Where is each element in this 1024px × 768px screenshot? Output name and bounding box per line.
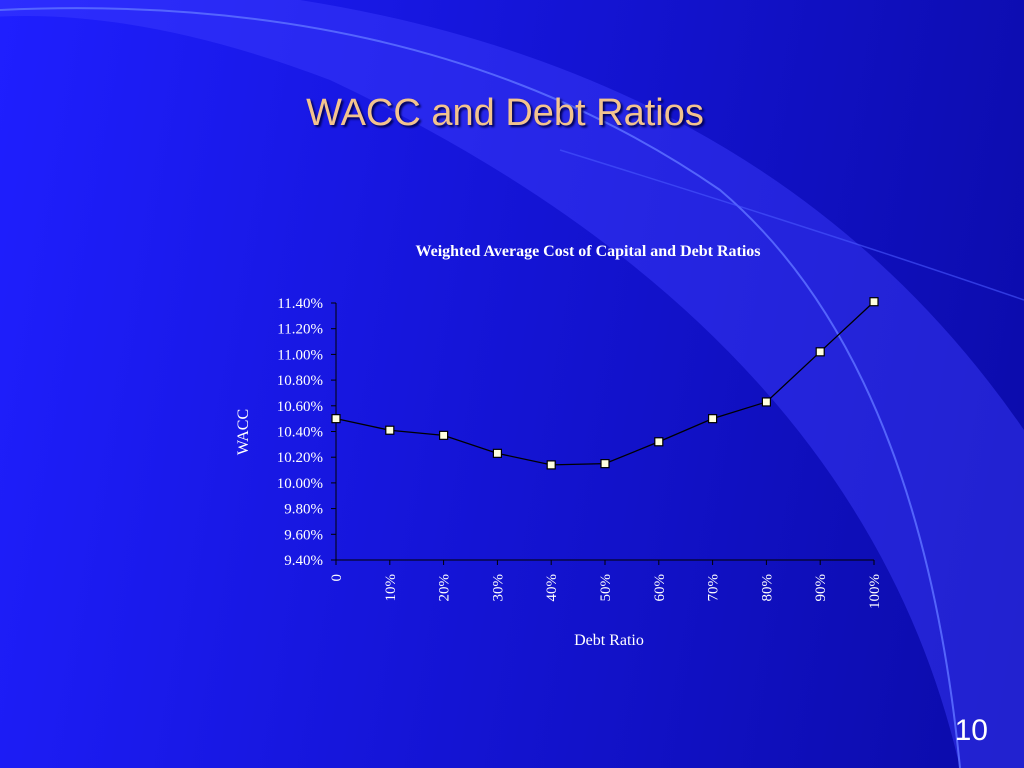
data-point-marker [869, 297, 879, 307]
background-arc-secondary [559, 149, 1024, 301]
y-tick-label: 10.80% [277, 373, 323, 389]
x-tick-label: 30% [490, 574, 506, 602]
background-arc [0, 7, 961, 768]
y-tick-label: 9.40% [284, 553, 323, 569]
y-tick-group: 9.40% 9.60% 9.80% 10.00% 10.20% 10.40% 10.60% 1… [277, 296, 336, 569]
y-tick-label: 11.40% [277, 296, 323, 312]
x-tick-label: 50% [598, 574, 614, 602]
x-tick-group: 0 10% 20% 30% 40% 50% 60% 70% 80% 90% 100% [329, 560, 883, 609]
data-point-marker [331, 414, 341, 424]
y-tick-label: 10.20% [277, 450, 323, 466]
chart-title: Weighted Average Cost of Capital and Deb… [415, 243, 761, 260]
page-number: 10 [954, 714, 988, 747]
x-tick-label: 20% [437, 574, 453, 602]
y-tick-label: 11.00% [277, 347, 323, 363]
x-tick-label: 40% [544, 574, 560, 602]
x-axis-label: Debt Ratio [574, 632, 644, 649]
x-tick-label: 10% [383, 574, 399, 602]
x-tick-label: 90% [813, 574, 829, 602]
x-tick-label: 100% [867, 574, 883, 609]
x-tick-label: 60% [652, 574, 668, 602]
data-point-marker [492, 448, 502, 458]
series-line [335, 301, 875, 466]
y-tick-label: 9.60% [284, 527, 323, 543]
data-point-marker [761, 397, 772, 407]
y-tick-label: 10.60% [277, 399, 323, 415]
data-point-marker [654, 437, 664, 447]
slide-title: WACC and Debt Ratios [306, 92, 704, 134]
y-tick-label: 10.40% [277, 425, 323, 441]
x-tick-label: 0 [329, 574, 345, 582]
y-tick-label: 11.20% [277, 322, 323, 338]
marker-group [331, 297, 879, 470]
y-axis-label: WACC [235, 409, 252, 455]
x-tick-label: 70% [706, 574, 722, 602]
data-point-marker [707, 414, 718, 424]
y-tick-label: 9.80% [284, 502, 323, 518]
data-point-marker [600, 459, 610, 469]
data-point-marker [546, 460, 556, 470]
x-tick-label: 80% [759, 574, 775, 602]
data-point-marker [815, 347, 825, 357]
data-point-marker [385, 425, 395, 435]
data-point-marker [439, 430, 449, 440]
y-tick-label: 10.00% [277, 476, 323, 492]
